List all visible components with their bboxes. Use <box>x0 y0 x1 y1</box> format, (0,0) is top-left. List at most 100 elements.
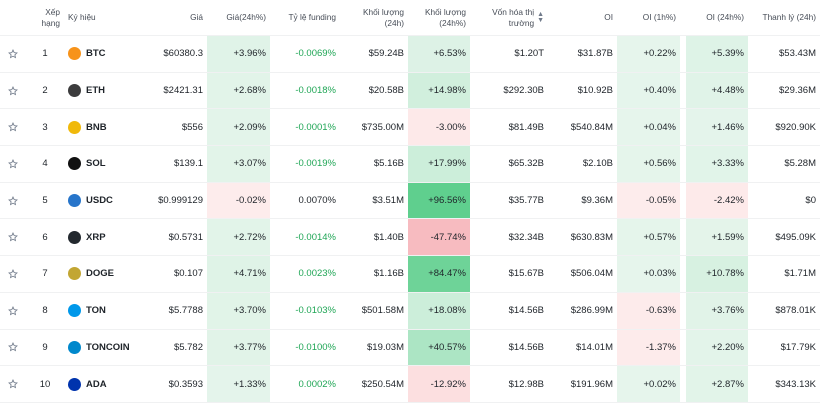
star-icon <box>8 269 18 279</box>
oi: $2.10B <box>582 158 613 170</box>
liquidation: $0 <box>805 195 816 207</box>
rank: 10 <box>39 378 51 390</box>
market-cap: $292.30B <box>503 85 544 97</box>
oi-24h: +4.48% <box>686 72 748 109</box>
coin-icon <box>68 194 81 208</box>
funding: 0.0023% <box>298 268 336 280</box>
oi-1h: +0.02% <box>617 366 680 402</box>
star-icon <box>8 195 18 205</box>
price-24h: +3.77% <box>207 329 270 366</box>
header-cell: Khối lượng (24h%) <box>408 0 470 35</box>
table-row[interactable]: 10 ADA $0.3593 +1.33% 0.0002% $250.54M -12.92%… <box>0 366 820 403</box>
volume-24h: +17.99% <box>408 146 470 182</box>
header-row: Xếp hạng Ký hiệu Giá Giá(24h%) Tỷ lệ funding… <box>0 0 820 36</box>
star-icon <box>8 342 18 352</box>
star-icon <box>8 158 18 169</box>
coin-icon <box>68 304 81 318</box>
rank: 7 <box>42 268 48 280</box>
volume: $1.40B <box>373 231 404 243</box>
table-row[interactable]: 9 TONCOIN $5.782 +3.77% -0.0100% $19.03M +40.5… <box>0 329 820 367</box>
price: $0.999129 <box>158 195 203 207</box>
table-row[interactable]: 8 TON $5.7788 +3.70% -0.0103% $501.58M +18.08%… <box>0 292 820 330</box>
favorite-cell[interactable] <box>0 183 26 219</box>
price-24h: +2.09% <box>207 109 270 146</box>
volume-24h: +14.98% <box>408 72 470 109</box>
symbol-cell: ADA <box>64 366 140 402</box>
oi-24h: +1.59% <box>686 219 748 256</box>
price: $0.5731 <box>168 231 203 243</box>
coin-icon <box>68 84 81 98</box>
liquidation: $53.43M <box>779 48 816 60</box>
rank: 5 <box>42 195 48 207</box>
column-header: Khối lượng (24h) <box>363 7 404 28</box>
table-row[interactable]: 2 ETH $2421.31 +2.68% -0.0018% $20.58B +14.98%… <box>0 72 820 110</box>
column-header: OI <box>604 12 613 23</box>
oi-24h: +2.20% <box>686 329 748 366</box>
table-row[interactable]: 7 DOGE $0.107 +4.71% 0.0023% $1.16B +84.47% $15… <box>0 256 820 293</box>
price: $139.1 <box>173 158 203 170</box>
table-row[interactable]: 6 XRP $0.5731 +2.72% -0.0014% $1.40B -47.74% $3… <box>0 219 820 257</box>
volume: $735.00M <box>361 121 404 133</box>
favorite-cell[interactable] <box>0 366 26 402</box>
liquidation: $5.28M <box>784 158 816 170</box>
header-cell: Vốn hóa thị trường ▲ ▼ <box>470 0 548 35</box>
header-cell: Giá(24h%) <box>207 0 270 35</box>
favorite-cell[interactable] <box>0 330 26 366</box>
oi: $506.04M <box>570 268 613 280</box>
price-24h: +2.68% <box>207 72 270 109</box>
oi-24h: +2.87% <box>686 366 748 402</box>
oi-24h: +1.46% <box>686 109 748 146</box>
favorite-cell[interactable] <box>0 293 26 329</box>
oi: $31.87B <box>577 48 613 60</box>
favorite-cell[interactable] <box>0 219 26 255</box>
symbol-cell: TON <box>64 293 140 329</box>
volume: $250.54M <box>361 378 404 390</box>
liquidation: $17.79K <box>780 341 816 353</box>
volume: $501.58M <box>361 305 404 317</box>
sort-icon[interactable]: ▲ ▼ <box>537 10 544 24</box>
liquidation: $343.13K <box>775 378 816 390</box>
rank: 4 <box>42 158 48 170</box>
symbol: BTC <box>86 48 106 60</box>
favorite-cell[interactable] <box>0 256 26 292</box>
table-row[interactable]: 1 BTC $60380.3 +3.96% -0.0069% $59.24B +6.53% $… <box>0 36 820 73</box>
rank: 8 <box>42 305 48 317</box>
price: $60380.3 <box>163 48 203 60</box>
symbol: ETH <box>86 85 105 97</box>
volume: $1.16B <box>373 268 404 280</box>
table-row[interactable]: 3 BNB $556 +2.09% -0.0001% $735.00M -3.00% $81.… <box>0 109 820 147</box>
oi: $630.83M <box>570 231 613 243</box>
liquidation: $1.71M <box>784 268 816 280</box>
symbol: TON <box>86 305 106 317</box>
table-row[interactable]: 5 USDC $0.999129 -0.02% 0.0070% $3.51M +96.56%… <box>0 182 820 220</box>
funding: -0.0103% <box>295 305 336 317</box>
symbol: TONCOIN <box>86 341 130 353</box>
oi-24h: +10.78% <box>686 256 748 292</box>
volume: $5.16B <box>373 158 404 170</box>
table-row[interactable]: 4 SOL $139.1 +3.07% -0.0019% $5.16B +17.99% $65… <box>0 146 820 183</box>
symbol: SOL <box>86 158 106 170</box>
favorite-cell[interactable] <box>0 36 26 72</box>
favorite-cell[interactable] <box>0 73 26 109</box>
oi-24h: -2.42% <box>686 182 748 219</box>
symbol-cell: TONCOIN <box>64 330 140 366</box>
liquidation: $878.01K <box>775 305 816 317</box>
liquidation: $495.09K <box>775 231 816 243</box>
liquidation: $29.36M <box>779 85 816 97</box>
coin-icon <box>68 340 81 354</box>
rank: 3 <box>42 121 48 133</box>
column-header: Khối lượng (24h%) <box>425 7 466 28</box>
price-24h: +1.33% <box>207 366 270 402</box>
header-cell: Khối lượng (24h) <box>340 0 408 35</box>
symbol: ADA <box>86 378 107 390</box>
price: $556 <box>181 121 203 133</box>
star-icon <box>8 379 18 389</box>
header-cell: OI <box>548 0 617 35</box>
price-24h: -0.02% <box>207 182 270 219</box>
oi-24h: +3.76% <box>686 292 748 329</box>
volume-24h: +84.47% <box>408 256 470 292</box>
favorite-cell[interactable] <box>0 109 26 145</box>
symbol-cell: BNB <box>64 109 140 145</box>
favorite-cell[interactable] <box>0 146 26 182</box>
